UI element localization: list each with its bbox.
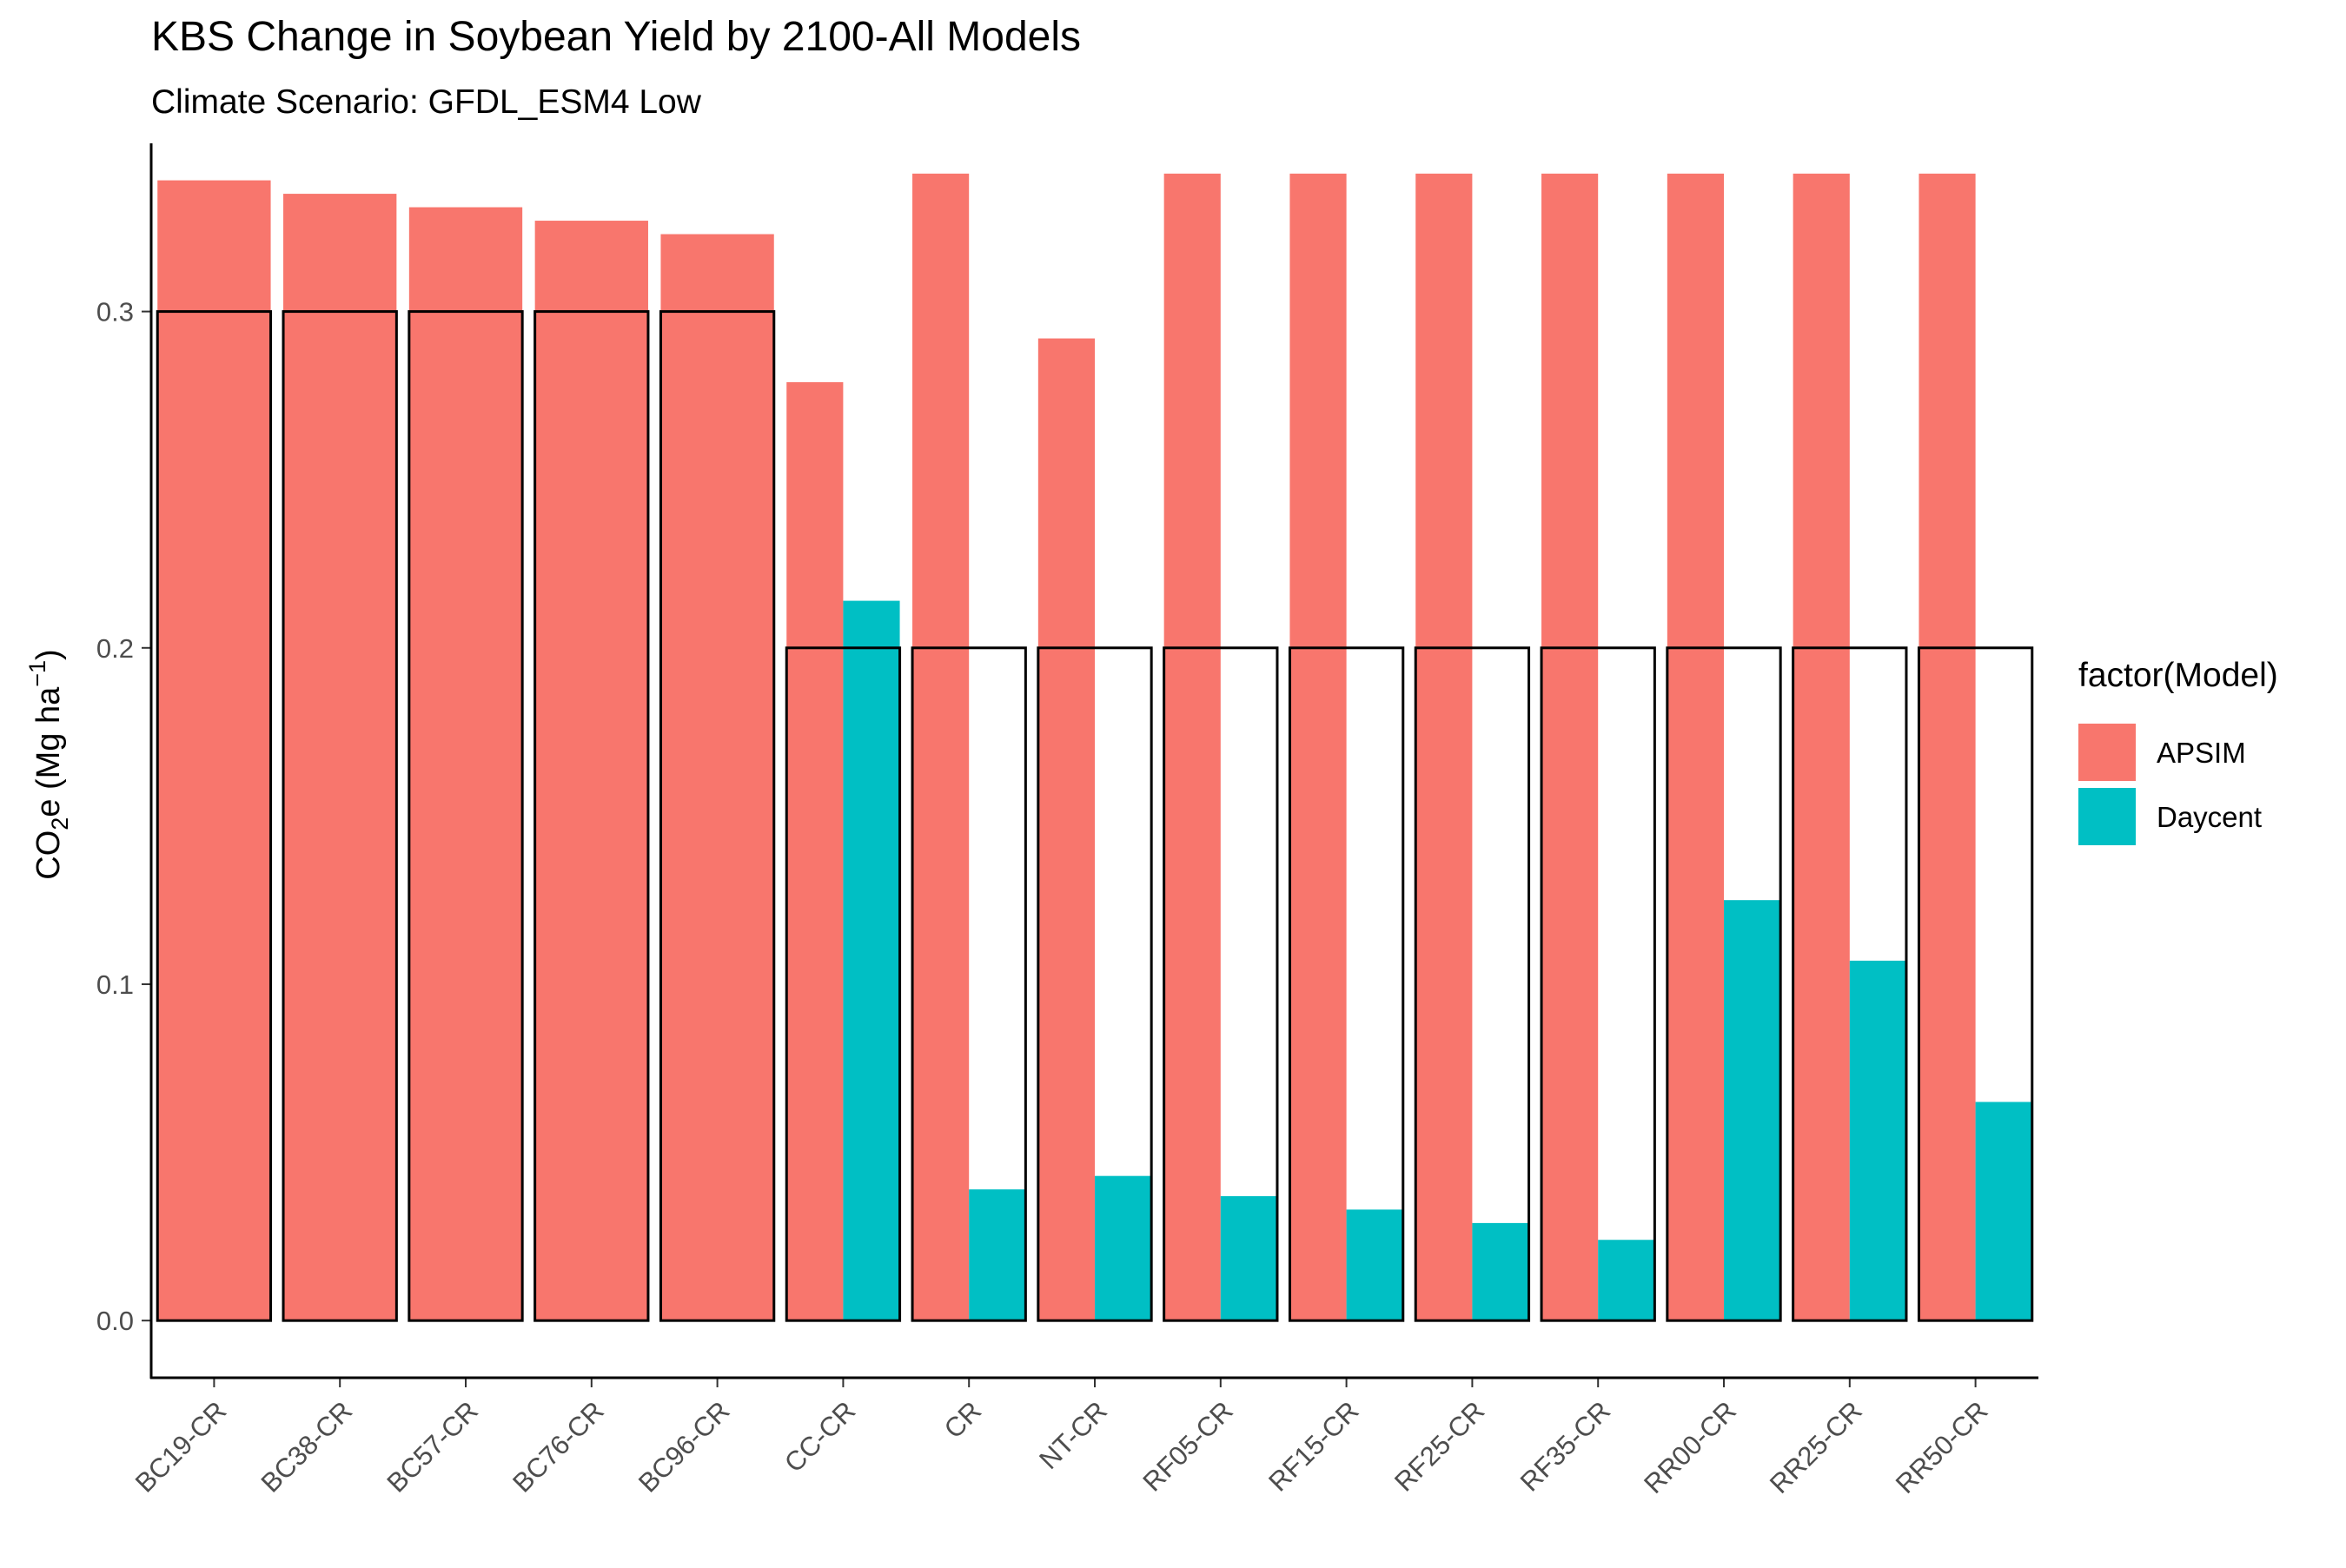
bar-daycent-cr <box>969 1189 1026 1321</box>
x-tick-label-bc38-cr: BC38-CR <box>255 1395 359 1499</box>
bar-apsim-rr25-cr <box>1793 173 1850 1321</box>
observed-outline-rf35-cr <box>1540 646 1656 1322</box>
chart-subtitle: Climate Scenario: GFDL_ESM4 Low <box>151 83 702 121</box>
bar-apsim-rf05-cr <box>1163 173 1221 1321</box>
observed-outline-bc38-cr <box>282 310 398 1322</box>
observed-outline-bc76-cr <box>533 310 650 1322</box>
bar-apsim-nt-cr <box>1037 338 1095 1321</box>
observed-outline-rf05-cr <box>1163 646 1279 1322</box>
bar-daycent-rf35-cr <box>1598 1240 1655 1321</box>
x-tick-label-cc-cr: CC-CR <box>779 1395 861 1478</box>
x-tick-label-rf25-cr: RF25-CR <box>1388 1395 1490 1497</box>
bar-daycent-rf05-cr <box>1220 1195 1277 1321</box>
bar-daycent-rr25-cr <box>1849 960 1906 1321</box>
bar-daycent-nt-cr <box>1095 1175 1152 1321</box>
x-tick-label-rf05-cr: RF05-CR <box>1137 1395 1238 1497</box>
bar-daycent-rr50-cr <box>1975 1102 2032 1321</box>
y-tick-label: 0.0 <box>96 1306 134 1336</box>
x-tick-label-bc96-cr: BC96-CR <box>633 1395 736 1499</box>
legend-label-apsim: APSIM <box>2157 737 2246 769</box>
legend-label-daycent: Daycent <box>2157 801 2262 833</box>
chart-title: KBS Change in Soybean Yield by 2100-All … <box>151 14 1081 60</box>
observed-outline-nt-cr <box>1037 646 1153 1322</box>
x-tick-label-bc57-cr: BC57-CR <box>381 1395 484 1499</box>
legend-key-daycent <box>2078 788 2136 845</box>
observed-outlines-layer <box>156 310 2034 1322</box>
x-tick-label-bc19-cr: BC19-CR <box>129 1395 233 1499</box>
observed-outline-rf25-cr <box>1414 646 1531 1322</box>
observed-outline-rr00-cr <box>1666 646 1782 1322</box>
bar-apsim-cc-cr <box>786 381 844 1321</box>
legend: factor(Model) APSIM Daycent <box>2078 657 2278 845</box>
bar-apsim-rf25-cr <box>1415 173 1473 1321</box>
bar-apsim-bc76-cr <box>534 221 648 1321</box>
observed-outline-rf15-cr <box>1288 646 1405 1322</box>
bar-daycent-cc-cr <box>843 600 900 1321</box>
observed-outline-bc19-cr <box>156 310 273 1322</box>
x-tick-label-rr50-cr: RR50-CR <box>1890 1395 1994 1499</box>
x-tick-label-rr25-cr: RR25-CR <box>1764 1395 1868 1499</box>
y-tick-label: 0.2 <box>96 633 134 664</box>
x-tick-label-rf15-cr: RF15-CR <box>1262 1395 1364 1497</box>
bar-daycent-rr00-cr <box>1724 900 1781 1321</box>
y-tick-label: 0.1 <box>96 969 134 1000</box>
bar-apsim-rr00-cr <box>1667 173 1724 1321</box>
observed-outline-bc96-cr <box>659 310 776 1322</box>
y-axis-label: CO2e (Mg ha−1) <box>24 649 73 879</box>
observed-outline-bc57-cr <box>408 310 524 1322</box>
bars-layer <box>157 173 2032 1321</box>
bar-apsim-rf35-cr <box>1541 173 1599 1321</box>
y-tick-label: 0.3 <box>96 297 134 327</box>
observed-outline-cc-cr <box>785 646 902 1322</box>
legend-key-apsim <box>2078 724 2136 781</box>
x-tick-label-rf35-cr: RF35-CR <box>1514 1395 1616 1497</box>
observed-outline-cr <box>911 646 1027 1322</box>
bar-apsim-bc57-cr <box>408 207 523 1321</box>
x-tick-label-nt-cr: NT-CR <box>1033 1395 1113 1475</box>
bar-apsim-cr <box>912 173 970 1321</box>
bar-apsim-bc38-cr <box>283 194 397 1321</box>
bar-daycent-rf15-cr <box>1346 1209 1403 1321</box>
observed-outline-rr50-cr <box>1917 646 2034 1322</box>
x-tick-label-cr: CR <box>938 1395 987 1444</box>
bar-apsim-rr50-cr <box>1919 173 1976 1321</box>
observed-outline-rr25-cr <box>1792 646 1908 1322</box>
legend-title: factor(Model) <box>2078 657 2278 694</box>
x-tick-label-rr00-cr: RR00-CR <box>1638 1395 1742 1499</box>
bar-apsim-rf15-cr <box>1289 173 1347 1321</box>
bar-daycent-rf25-cr <box>1472 1222 1529 1321</box>
x-tick-label-bc76-cr: BC76-CR <box>507 1395 610 1499</box>
bar-apsim-bc19-cr <box>157 180 271 1321</box>
bar-apsim-bc96-cr <box>660 234 774 1321</box>
